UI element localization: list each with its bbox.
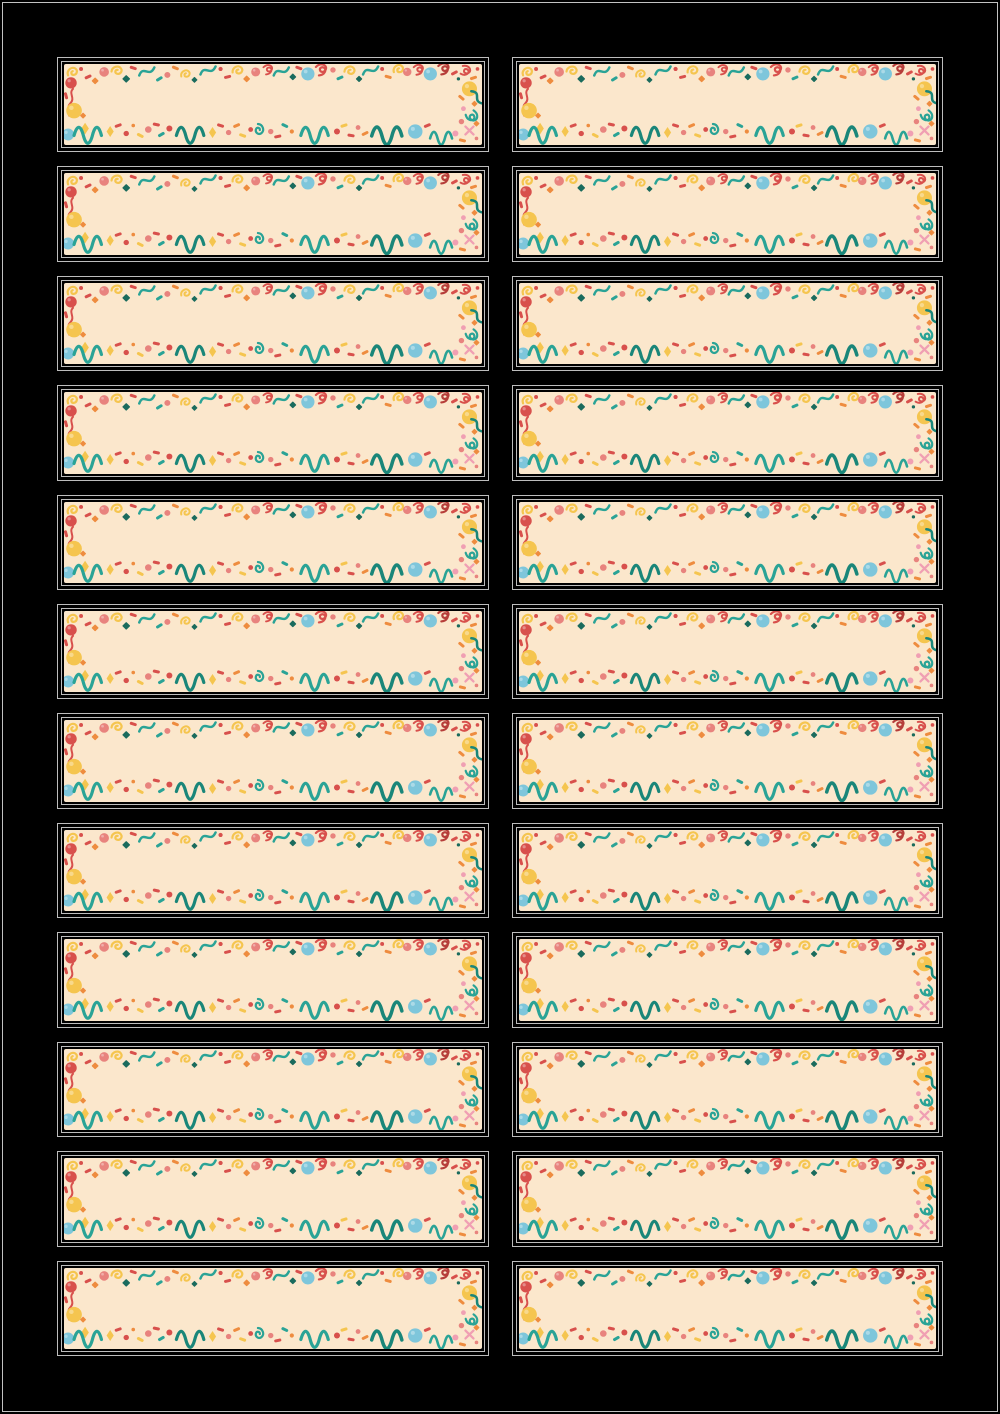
address-label-blank[interactable]: [64, 64, 482, 146]
confetti-border-art: [64, 173, 482, 254]
confetti-border-art: [519, 830, 937, 911]
address-label-blank[interactable]: [64, 1048, 482, 1131]
address-label-blank[interactable]: [64, 173, 482, 255]
label-cell-inner: [515, 498, 939, 587]
label-cell-r12-c1[interactable]: [57, 1260, 489, 1356]
label-cell-r1-c2[interactable]: [511, 57, 943, 153]
address-label-blank[interactable]: [518, 1048, 937, 1131]
label-cell-inner: [515, 170, 939, 258]
address-label-blank[interactable]: [518, 829, 937, 912]
label-cell-inner: [515, 389, 939, 477]
confetti-border-art: [519, 1268, 937, 1349]
label-cell-inner: [515, 826, 939, 915]
confetti-border-art: [64, 830, 482, 911]
label-grid: [57, 57, 943, 1356]
label-cell-inner: [61, 389, 485, 477]
confetti-border-art: [519, 173, 937, 254]
label-cell-inner: [61, 608, 485, 696]
address-label-blank[interactable]: [518, 611, 937, 693]
label-cell-r4-c2[interactable]: [511, 385, 943, 481]
label-cell-r10-c1[interactable]: [57, 1041, 489, 1138]
label-cell-inner: [515, 1155, 939, 1243]
label-cell-r10-c2[interactable]: [511, 1041, 943, 1138]
confetti-border-art: [519, 502, 937, 583]
address-label-blank[interactable]: [518, 501, 937, 584]
label-cell-inner: [61, 61, 485, 149]
label-cell-r8-c2[interactable]: [511, 822, 943, 919]
address-label-blank[interactable]: [64, 611, 482, 693]
label-cell-r3-c1[interactable]: [57, 275, 489, 372]
confetti-border-art: [519, 1049, 937, 1130]
confetti-border-art: [64, 939, 482, 1020]
address-label-blank[interactable]: [518, 1158, 937, 1240]
confetti-border-art: [64, 283, 482, 364]
label-cell-r7-c1[interactable]: [57, 713, 489, 809]
label-cell-r11-c2[interactable]: [511, 1151, 943, 1247]
label-cell-r5-c2[interactable]: [511, 494, 943, 591]
address-label-blank[interactable]: [518, 939, 937, 1021]
label-cell-r4-c1[interactable]: [57, 385, 489, 481]
label-cell-r7-c2[interactable]: [511, 713, 943, 809]
confetti-border-art: [519, 720, 937, 801]
label-cell-r5-c1[interactable]: [57, 494, 489, 591]
confetti-border-art: [64, 1049, 482, 1130]
address-label-blank[interactable]: [64, 392, 482, 474]
label-cell-inner: [61, 498, 485, 587]
label-cell-inner: [515, 717, 939, 805]
address-label-blank[interactable]: [518, 282, 937, 365]
label-cell-inner: [61, 279, 485, 368]
label-cell-r12-c2[interactable]: [511, 1260, 943, 1356]
label-cell-inner: [515, 1045, 939, 1134]
label-cell-inner: [61, 826, 485, 915]
label-cell-r2-c1[interactable]: [57, 166, 489, 262]
confetti-border-art: [64, 392, 482, 473]
confetti-border-art: [64, 611, 482, 692]
label-cell-r1-c1[interactable]: [57, 57, 489, 153]
label-cell-r6-c1[interactable]: [57, 604, 489, 700]
address-label-blank[interactable]: [64, 720, 482, 802]
confetti-border-art: [519, 939, 937, 1020]
address-label-blank[interactable]: [518, 1267, 937, 1349]
label-cell-inner: [61, 936, 485, 1024]
label-cell-inner: [61, 1045, 485, 1134]
label-cell-r8-c1[interactable]: [57, 822, 489, 919]
address-label-blank[interactable]: [518, 392, 937, 474]
confetti-border-art: [519, 392, 937, 473]
confetti-border-art: [64, 64, 482, 145]
label-cell-inner: [61, 1264, 485, 1352]
label-cell-r6-c2[interactable]: [511, 604, 943, 700]
label-cell-r9-c1[interactable]: [57, 932, 489, 1028]
address-label-blank[interactable]: [64, 1158, 482, 1240]
label-cell-inner: [515, 936, 939, 1024]
label-cell-r3-c2[interactable]: [511, 275, 943, 372]
label-cell-inner: [515, 1264, 939, 1352]
address-label-blank[interactable]: [64, 501, 482, 584]
address-label-blank[interactable]: [64, 282, 482, 365]
label-cell-inner: [61, 1155, 485, 1243]
address-label-blank[interactable]: [518, 173, 937, 255]
label-cell-r9-c2[interactable]: [511, 932, 943, 1028]
label-cell-inner: [61, 717, 485, 805]
label-cell-inner: [515, 279, 939, 368]
address-label-blank[interactable]: [518, 64, 937, 146]
address-label-blank[interactable]: [64, 939, 482, 1021]
address-label-blank[interactable]: [518, 720, 937, 802]
confetti-border-art: [519, 1158, 937, 1239]
label-cell-inner: [61, 170, 485, 258]
label-cell-inner: [515, 608, 939, 696]
confetti-border-art: [64, 502, 482, 583]
label-cell-r2-c2[interactable]: [511, 166, 943, 262]
confetti-border-art: [519, 283, 937, 364]
address-label-blank[interactable]: [64, 1267, 482, 1349]
label-cell-inner: [515, 61, 939, 149]
confetti-border-art: [519, 64, 937, 145]
confetti-border-art: [64, 1268, 482, 1349]
label-cell-r11-c1[interactable]: [57, 1151, 489, 1247]
confetti-border-art: [64, 1158, 482, 1239]
confetti-border-art: [519, 611, 937, 692]
confetti-border-art: [64, 720, 482, 801]
address-label-blank[interactable]: [64, 829, 482, 912]
